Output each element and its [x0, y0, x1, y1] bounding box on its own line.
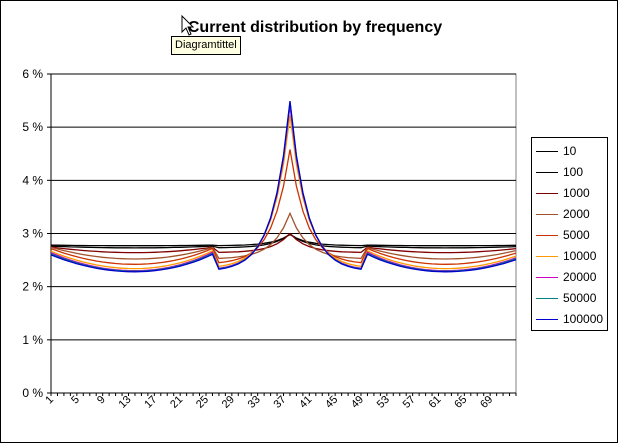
y-tick-label: 1 %: [22, 333, 43, 347]
x-tick-label: 53: [375, 394, 392, 411]
x-tick-label: 57: [401, 394, 418, 411]
y-tick-label: 5 %: [22, 120, 43, 134]
x-tick-label: 65: [452, 394, 469, 411]
legend-swatch: [536, 193, 558, 194]
legend-swatch: [536, 151, 558, 152]
x-tick-label: 69: [478, 394, 495, 411]
legend[interactable]: 10 100 1000 2000 5000 10000 20000 50000 100000: [531, 137, 608, 331]
series-line-5000: [50, 149, 517, 265]
legend-item[interactable]: 10: [536, 144, 606, 158]
x-tick-label: 1: [43, 394, 56, 407]
legend-label: 10000: [563, 249, 597, 263]
legend-label: 50000: [563, 291, 597, 305]
series-line-10000: [50, 115, 517, 270]
legend-label: 1000: [563, 186, 590, 200]
series-line-1000: [50, 232, 517, 254]
x-tick-label: 45: [323, 394, 340, 411]
x-tick-label: 5: [69, 394, 82, 407]
y-tick-label: 6 %: [22, 67, 43, 81]
legend-item[interactable]: 1000: [536, 186, 606, 200]
legend-label: 100: [563, 165, 584, 179]
legend-swatch: [536, 319, 558, 320]
series-line-2000: [50, 211, 517, 260]
chart-title[interactable]: Current distribution by frequency: [187, 19, 443, 36]
series-line-100000: [50, 101, 517, 273]
x-tick-label: 17: [142, 394, 159, 411]
legend-item[interactable]: 5000: [536, 228, 606, 242]
y-tick-label: 4 %: [22, 173, 43, 187]
legend-swatch: [536, 277, 558, 278]
y-tick-label: 3 %: [22, 227, 43, 241]
legend-swatch: [536, 214, 558, 215]
x-tick-label: 61: [426, 394, 443, 411]
legend-swatch: [536, 235, 558, 236]
legend-label: 5000: [563, 228, 590, 242]
legend-label: 20000: [563, 270, 597, 284]
legend-swatch: [536, 256, 558, 257]
x-tick-label: 41: [297, 394, 314, 411]
y-tick-label: 0 %: [22, 386, 43, 400]
series-line-100: [50, 233, 517, 249]
legend-item[interactable]: 20000: [536, 270, 606, 284]
chart-title-tooltip: Diagramtittel: [171, 36, 241, 55]
x-tick-label: 25: [194, 394, 211, 411]
legend-label: 10: [563, 144, 577, 158]
mouse-pointer-icon: [181, 15, 195, 36]
gridlines: [51, 73, 516, 341]
x-tick-label: 37: [271, 394, 288, 411]
x-tick-label: 29: [220, 394, 237, 411]
x-axis: 1 5 9 13 17 21 25 29 33 37 41 45 49 53 57 61 65 69: [43, 393, 517, 411]
legend-item[interactable]: 10000: [536, 249, 606, 263]
x-tick-label: 13: [116, 394, 133, 411]
x-tick-label: 33: [246, 394, 263, 411]
legend-item[interactable]: 100000: [536, 312, 606, 326]
legend-item[interactable]: 100: [536, 165, 606, 179]
series-lines: [50, 101, 517, 273]
y-tick-label: 2 %: [22, 280, 43, 294]
x-tick-label: 49: [349, 394, 366, 411]
x-tick-label: 21: [168, 394, 185, 411]
x-tick-label: 9: [95, 394, 108, 407]
legend-item[interactable]: 2000: [536, 207, 606, 221]
legend-swatch: [536, 298, 558, 299]
legend-label: 100000: [563, 312, 604, 326]
legend-item[interactable]: 50000: [536, 291, 606, 305]
legend-swatch: [536, 172, 558, 173]
legend-label: 2000: [563, 207, 590, 221]
